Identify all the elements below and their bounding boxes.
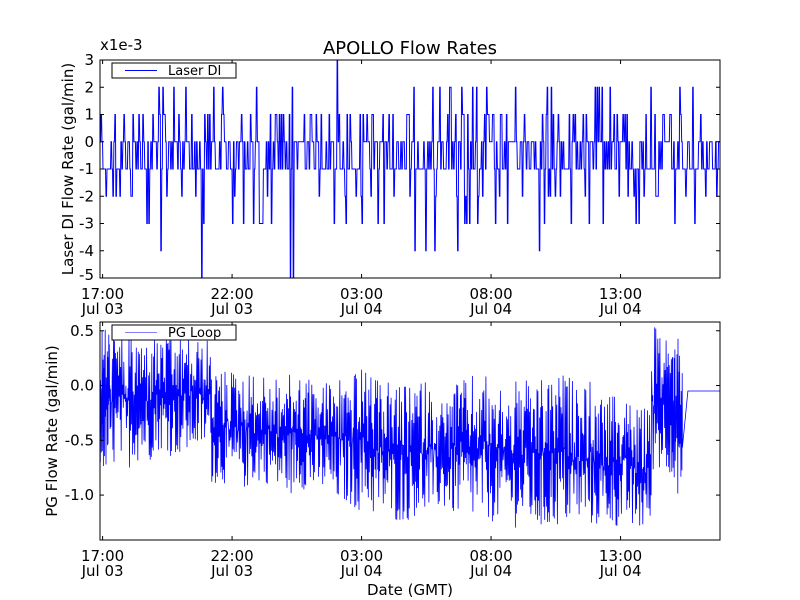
y-tick-label: 3 (84, 51, 94, 69)
legend: PG Loop (111, 324, 237, 341)
x-tick-date: Jul 04 (469, 562, 512, 580)
x-tick-date: Jul 04 (469, 300, 512, 318)
x-tick-time: 08:00 (469, 547, 512, 565)
x-tick-date: Jul 03 (81, 300, 124, 318)
y-tick-label: -1.0 (65, 486, 94, 504)
x-tick-time: 08:00 (469, 285, 512, 303)
chart-title: APOLLO Flow Rates (323, 38, 497, 59)
x-tick-date: Jul 04 (599, 562, 642, 580)
x-tick-time: 13:00 (599, 547, 642, 565)
x-tick-date: Jul 03 (210, 562, 253, 580)
y-tick-label: -2 (79, 187, 94, 205)
legend-box (111, 324, 237, 341)
y-tick-label: -3 (79, 215, 94, 233)
legend-label: Laser DI (168, 64, 221, 79)
x-tick-time: 13:00 (599, 285, 642, 303)
x-axis-label: Date (GMT) (367, 581, 453, 599)
series-line-laser-di (100, 60, 720, 278)
x-tick-date: Jul 04 (340, 562, 383, 580)
x-tick-time: 03:00 (340, 547, 383, 565)
x-tick-date: Jul 03 (210, 300, 253, 318)
legend-box (111, 62, 237, 79)
x-tick-date: Jul 03 (81, 562, 124, 580)
y-tick-label: -0.5 (65, 431, 94, 449)
y-tick-label: 0 (84, 133, 94, 151)
bottom-y-axis-label: PG Flow Rate (gal/min) (43, 345, 61, 517)
x-tick-time: 17:00 (81, 285, 124, 303)
series-line-pg-loop (100, 327, 720, 528)
y-tick-label: 0.0 (70, 377, 94, 395)
y-tick-label: 1 (84, 106, 94, 124)
y-tick-label: 0.5 (70, 322, 94, 340)
x-tick-time: 22:00 (210, 547, 253, 565)
x-tick-time: 17:00 (81, 547, 124, 565)
x-tick-date: Jul 04 (599, 300, 642, 318)
top-y-axis-label: Laser DI Flow Rate (gal/min) (59, 63, 77, 275)
legend-label: PG Loop (168, 326, 221, 341)
y-multiplier-label: x1e-3 (100, 36, 143, 54)
y-tick-label: -5 (79, 266, 94, 284)
legend: Laser DI (111, 62, 237, 79)
axes-frame (99, 321, 721, 541)
y-tick-label: -4 (79, 242, 94, 260)
y-tick-label: 2 (84, 78, 94, 96)
x-tick-time: 03:00 (340, 285, 383, 303)
y-tick-label: -1 (79, 160, 94, 178)
x-tick-time: 22:00 (210, 285, 253, 303)
x-tick-date: Jul 04 (340, 300, 383, 318)
